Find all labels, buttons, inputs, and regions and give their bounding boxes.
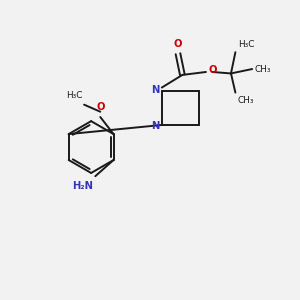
Text: H₃C: H₃C <box>238 40 254 49</box>
Text: O: O <box>97 102 105 112</box>
Text: CH₃: CH₃ <box>254 64 271 74</box>
Text: CH₃: CH₃ <box>238 96 254 105</box>
Text: N: N <box>151 85 159 94</box>
Text: N: N <box>151 122 159 131</box>
Text: H₃C: H₃C <box>66 91 82 100</box>
Text: O: O <box>174 39 182 49</box>
Text: O: O <box>209 64 218 75</box>
Text: H₂N: H₂N <box>72 181 93 190</box>
